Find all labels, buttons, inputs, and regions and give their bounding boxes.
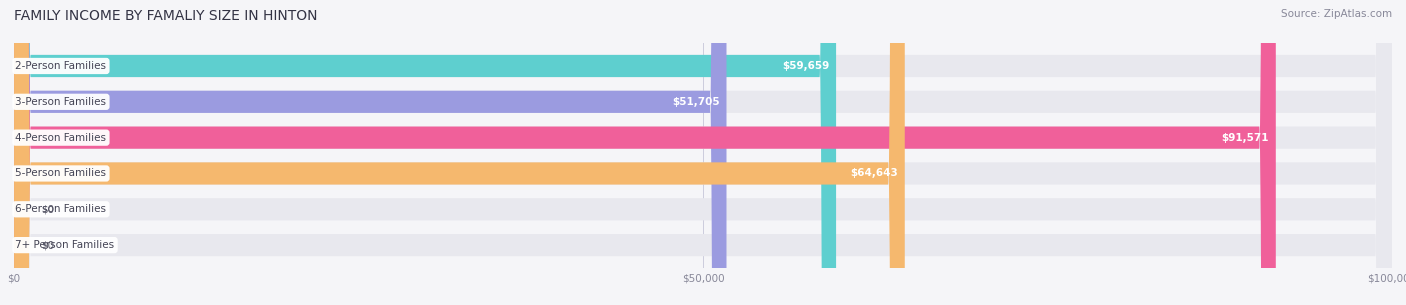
Text: 7+ Person Families: 7+ Person Families — [15, 240, 114, 250]
FancyBboxPatch shape — [14, 0, 905, 305]
FancyBboxPatch shape — [14, 0, 1275, 305]
FancyBboxPatch shape — [14, 0, 727, 305]
Text: 6-Person Families: 6-Person Families — [15, 204, 107, 214]
FancyBboxPatch shape — [14, 0, 1392, 305]
FancyBboxPatch shape — [14, 0, 1392, 305]
Text: $64,643: $64,643 — [851, 168, 898, 178]
Text: $91,571: $91,571 — [1222, 133, 1268, 143]
FancyBboxPatch shape — [14, 0, 1392, 305]
Text: 2-Person Families: 2-Person Families — [15, 61, 107, 71]
Text: 4-Person Families: 4-Person Families — [15, 133, 107, 143]
Text: 5-Person Families: 5-Person Families — [15, 168, 107, 178]
Text: Source: ZipAtlas.com: Source: ZipAtlas.com — [1281, 9, 1392, 19]
Text: $51,705: $51,705 — [672, 97, 720, 107]
FancyBboxPatch shape — [14, 0, 837, 305]
Text: 3-Person Families: 3-Person Families — [15, 97, 107, 107]
FancyBboxPatch shape — [14, 0, 1392, 305]
Text: $0: $0 — [42, 240, 55, 250]
FancyBboxPatch shape — [14, 0, 1392, 305]
FancyBboxPatch shape — [14, 0, 1392, 305]
Text: $0: $0 — [42, 204, 55, 214]
Text: $59,659: $59,659 — [782, 61, 830, 71]
Text: FAMILY INCOME BY FAMALIY SIZE IN HINTON: FAMILY INCOME BY FAMALIY SIZE IN HINTON — [14, 9, 318, 23]
